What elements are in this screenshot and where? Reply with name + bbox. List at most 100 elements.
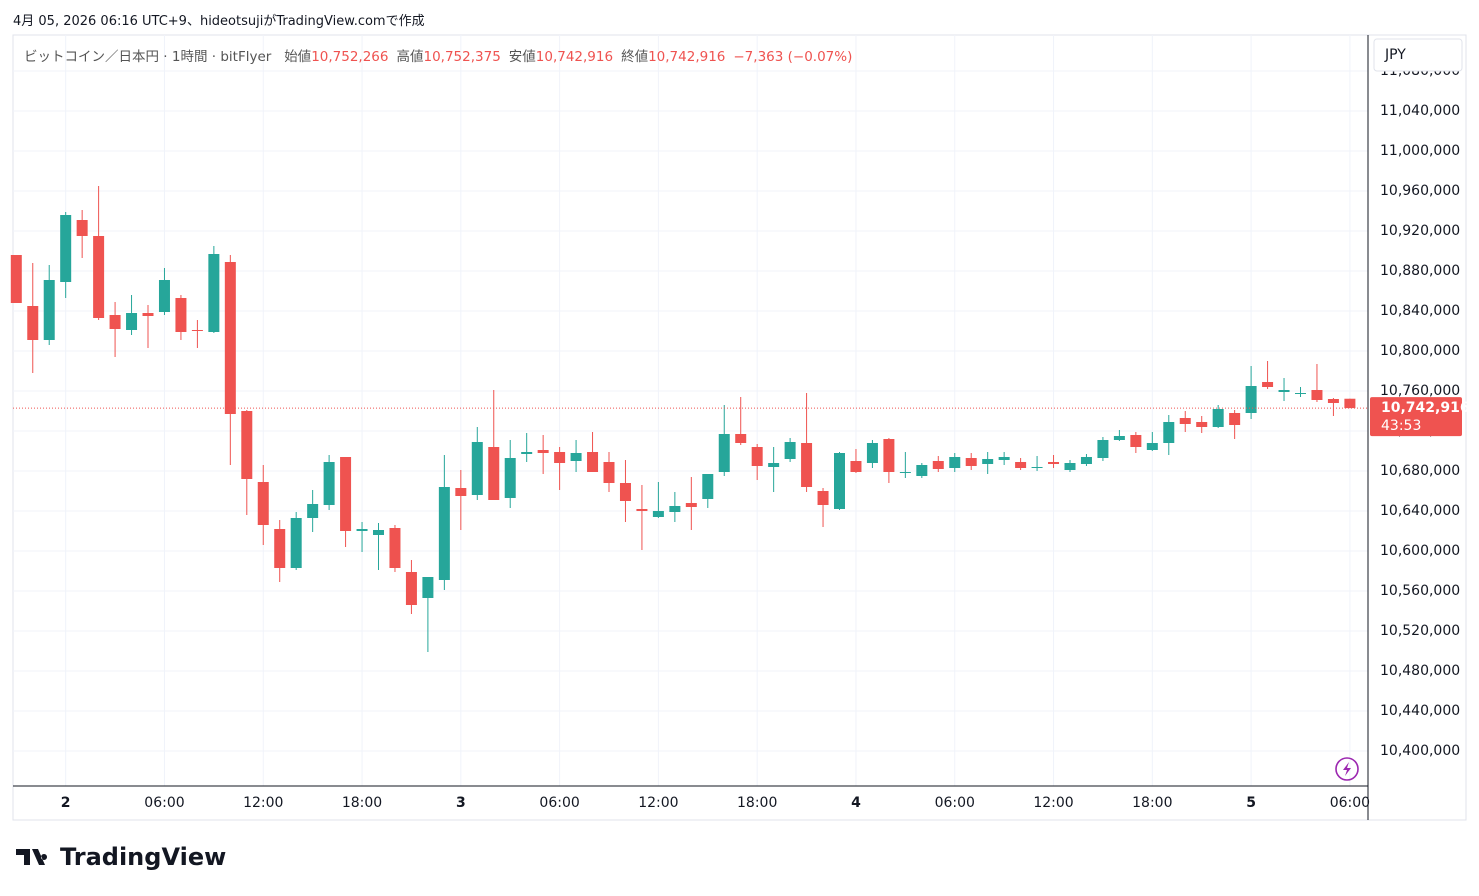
symbol: ビットコイン／日本円 · 1時間 · bitFlyer bbox=[24, 49, 272, 65]
last-price-label: 10,742,916 bbox=[1381, 400, 1470, 416]
frame bbox=[12, 34, 1467, 821]
last-price-tag bbox=[1370, 397, 1462, 437]
x-tick-label: 12:00 bbox=[638, 795, 678, 811]
candle-body bbox=[438, 487, 450, 580]
candle-body bbox=[1015, 462, 1027, 468]
candle-body bbox=[257, 482, 269, 525]
candle-body bbox=[619, 483, 631, 501]
brand: TradingView bbox=[16, 843, 226, 871]
x-tick-label: 06:00 bbox=[1330, 795, 1370, 811]
candle-body bbox=[965, 458, 977, 466]
candle-body bbox=[1278, 390, 1290, 392]
y-tick-label: 10,920,000 bbox=[1380, 223, 1460, 239]
x-tick-label: 12:00 bbox=[243, 795, 283, 811]
legend-value: 10,742,916 bbox=[535, 49, 614, 65]
candle-body bbox=[340, 457, 352, 531]
candle-body bbox=[652, 511, 664, 517]
candle-body bbox=[1048, 462, 1060, 464]
candle-body bbox=[307, 504, 319, 518]
x-tick-label: 06:00 bbox=[539, 795, 579, 811]
candle-body bbox=[191, 330, 203, 331]
x-tick-label: 06:00 bbox=[144, 795, 184, 811]
candle-body bbox=[817, 491, 829, 505]
candle-body bbox=[587, 452, 599, 472]
candle-body bbox=[274, 529, 286, 568]
x-tick-label: 4 bbox=[851, 795, 861, 811]
candle-body bbox=[636, 509, 648, 511]
candle-body bbox=[751, 447, 763, 466]
lightning-icon[interactable] bbox=[1335, 757, 1359, 781]
candle-body bbox=[784, 442, 796, 459]
candle-body bbox=[224, 262, 236, 414]
x-tick-label: 18:00 bbox=[342, 795, 382, 811]
candle-body bbox=[405, 572, 417, 605]
candle-body bbox=[422, 577, 434, 598]
candle-body bbox=[866, 443, 878, 463]
candles bbox=[10, 186, 1368, 652]
candle-body bbox=[735, 434, 747, 443]
candle-body bbox=[554, 452, 566, 463]
candle-body bbox=[932, 461, 944, 469]
candle-body bbox=[373, 530, 385, 535]
legend-label: 終値 bbox=[621, 49, 649, 65]
candle-body bbox=[801, 443, 813, 487]
y-tick-label: 10,960,000 bbox=[1380, 183, 1460, 199]
candle-body bbox=[1311, 390, 1323, 400]
y-tick-label: 10,840,000 bbox=[1380, 303, 1460, 319]
candle-body bbox=[455, 488, 467, 496]
candle-body bbox=[1146, 443, 1158, 450]
candle-body bbox=[1196, 422, 1208, 427]
caption: 4月 05, 2026 06:16 UTC+9、hideotsujiがTradi… bbox=[13, 14, 425, 29]
brand-name: TradingView bbox=[60, 843, 227, 871]
candle-body bbox=[834, 453, 846, 509]
currency-box[interactable] bbox=[1373, 38, 1463, 72]
candle-body bbox=[1064, 463, 1076, 470]
candle-body bbox=[603, 462, 615, 483]
candle-body bbox=[768, 463, 780, 467]
candle-body bbox=[488, 447, 500, 500]
candle-body bbox=[43, 280, 55, 340]
y-tick-label: 10,520,000 bbox=[1380, 623, 1460, 639]
candle-body bbox=[982, 459, 994, 464]
candle-body bbox=[93, 236, 105, 318]
candle-body bbox=[1097, 440, 1109, 458]
candle-body bbox=[949, 457, 961, 468]
candle-body bbox=[850, 461, 862, 472]
candle-body bbox=[290, 518, 302, 568]
x-tick-label: 5 bbox=[1246, 795, 1256, 811]
candle-body bbox=[158, 280, 170, 312]
candle-body bbox=[1262, 382, 1274, 387]
candle-body bbox=[718, 434, 730, 472]
candle-body bbox=[1229, 413, 1241, 425]
candle-body bbox=[1080, 457, 1092, 464]
candle-body bbox=[883, 439, 895, 472]
y-tick-label: 10,600,000 bbox=[1380, 543, 1460, 559]
candle-body bbox=[142, 313, 154, 316]
y-tick-label: 10,800,000 bbox=[1380, 343, 1460, 359]
candle-body bbox=[669, 506, 681, 512]
candle-body bbox=[570, 453, 582, 461]
countdown: 43:53 bbox=[1381, 418, 1421, 434]
legend-label: 高値 bbox=[396, 49, 424, 65]
grid bbox=[13, 35, 1368, 786]
legend-value: 10,752,266 bbox=[311, 49, 389, 65]
candle-body bbox=[1245, 386, 1257, 413]
candle-body bbox=[1130, 435, 1142, 447]
candle-body bbox=[27, 306, 39, 340]
y-tick-label: 10,400,000 bbox=[1380, 743, 1460, 759]
price-axis: 10,400,000 10,440,000 10,480,000 10,520,000… bbox=[1380, 63, 1460, 759]
x-tick-label: 06:00 bbox=[935, 795, 975, 811]
legend-label: 安値 bbox=[508, 49, 536, 65]
candle-body bbox=[60, 215, 72, 282]
legend: ビットコイン／日本円 · 1時間 · bitFlyer 始値10,752,266… bbox=[24, 45, 860, 65]
logo bbox=[16, 849, 48, 865]
candle-body bbox=[998, 457, 1010, 460]
candle-body bbox=[323, 462, 335, 505]
candle-body bbox=[1294, 393, 1306, 394]
lightning-bolt bbox=[1343, 762, 1351, 776]
candle-body bbox=[537, 450, 549, 453]
x-tick-label: 18:00 bbox=[737, 795, 777, 811]
candle-body bbox=[109, 315, 121, 329]
x-tick-label: 18:00 bbox=[1132, 795, 1172, 811]
